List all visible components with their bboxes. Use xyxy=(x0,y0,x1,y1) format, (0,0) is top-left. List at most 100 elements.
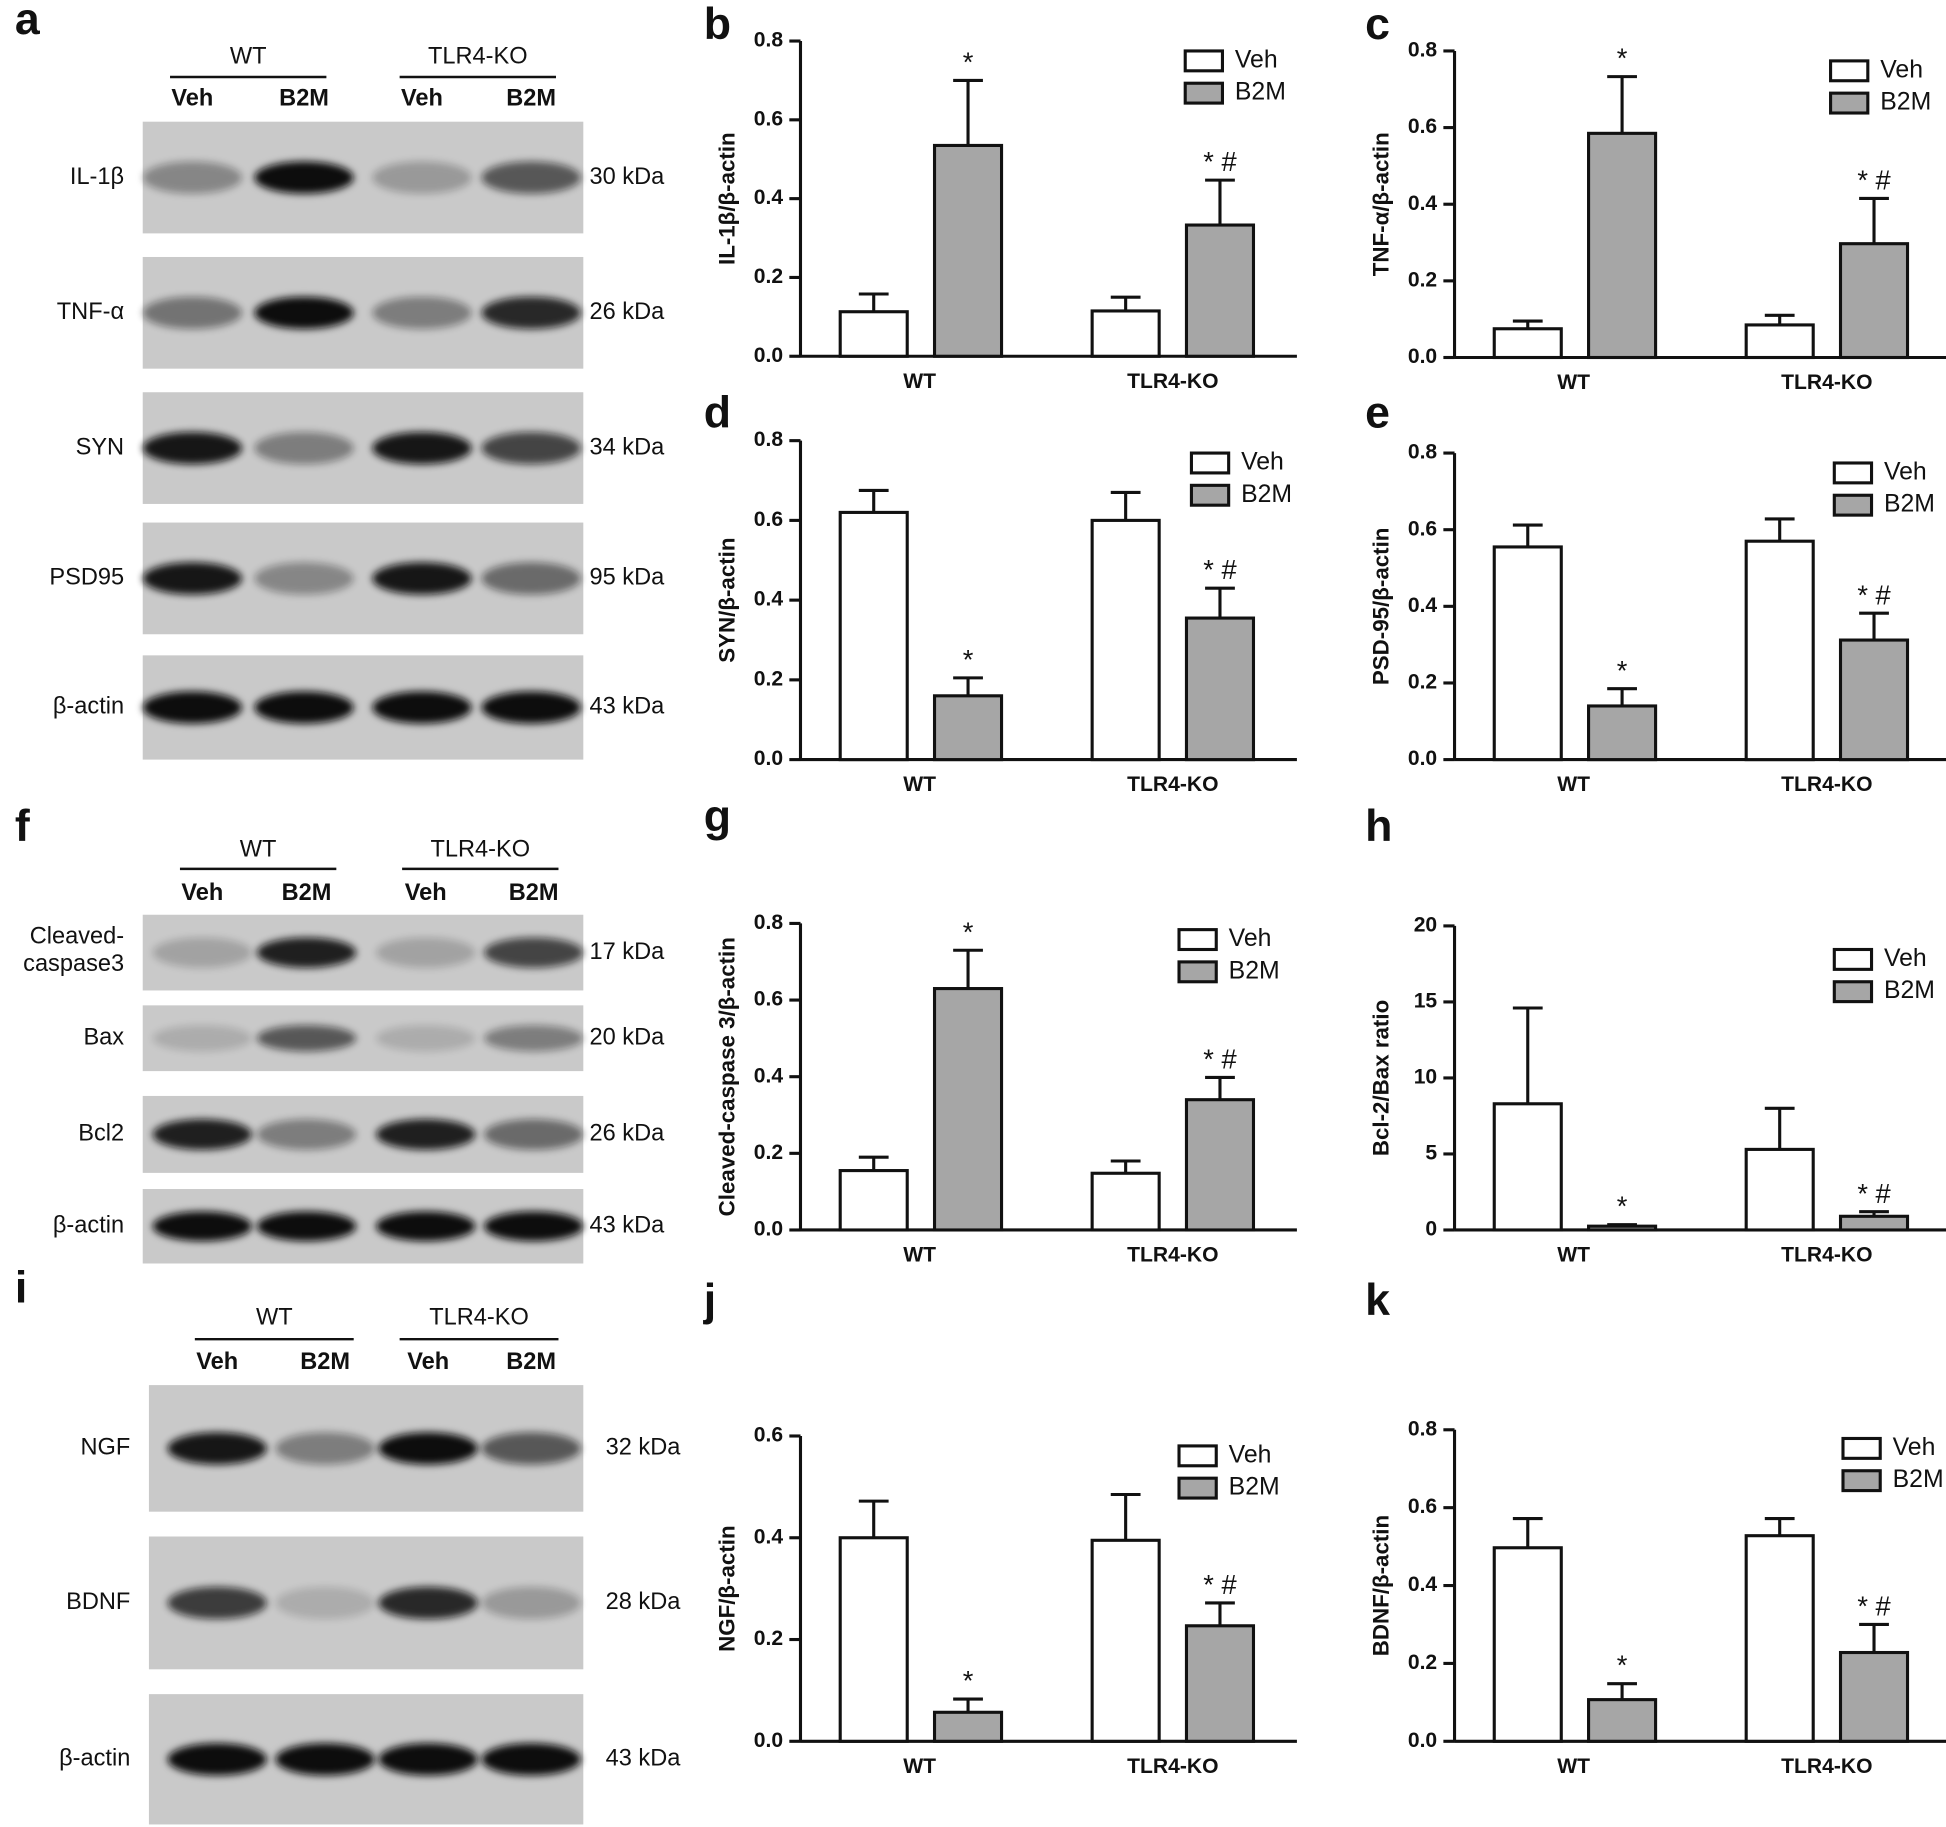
protein-label-line: caspase3 xyxy=(23,950,124,976)
blot-band xyxy=(167,1586,267,1620)
x-tick-label: WT xyxy=(1557,773,1590,796)
bar xyxy=(932,143,1004,358)
blot-band xyxy=(372,691,472,724)
protein-label: β-actin xyxy=(53,1211,124,1237)
legend-swatch xyxy=(1189,451,1231,475)
y-tick-label: 0.8 xyxy=(1408,441,1438,464)
lane-label: B2M xyxy=(506,85,556,111)
bar xyxy=(1184,223,1256,358)
blot-band xyxy=(167,1743,267,1776)
bar xyxy=(1492,1102,1563,1232)
y-tick-label: 0.4 xyxy=(754,588,784,611)
bar xyxy=(838,1536,909,1743)
molecular-weight: 28 kDa xyxy=(606,1588,682,1614)
bar xyxy=(1744,323,1815,360)
protein-label-line: Cleaved- xyxy=(30,923,124,949)
blot-band xyxy=(481,1432,581,1465)
lane-label: Veh xyxy=(196,1348,238,1374)
blot-band xyxy=(142,431,243,465)
molecular-weight: 26 kDa xyxy=(590,298,666,324)
blot-band xyxy=(481,1743,581,1776)
legend-swatch xyxy=(1183,81,1225,105)
x-tick-label: TLR4-KO xyxy=(1781,1244,1872,1267)
significance-label: * xyxy=(1617,1650,1628,1681)
y-tick-label: 0.8 xyxy=(754,29,784,52)
protein-label: β-actin xyxy=(53,693,124,719)
y-tick-label: 0.2 xyxy=(754,1627,783,1650)
lane-label: B2M xyxy=(300,1348,350,1374)
blot-band xyxy=(481,431,581,465)
x-tick-label: WT xyxy=(903,1755,936,1778)
bar xyxy=(1492,1546,1563,1743)
group-label: WT xyxy=(240,835,277,861)
x-tick-label: TLR4-KO xyxy=(1781,773,1872,796)
panel-letter: i xyxy=(15,1264,27,1313)
y-tick-label: 0.0 xyxy=(754,344,783,367)
y-tick-label: 0.0 xyxy=(1408,747,1437,770)
y-tick-label: 0.4 xyxy=(1408,1573,1438,1596)
bar xyxy=(1587,131,1658,360)
x-tick-label: TLR4-KO xyxy=(1127,370,1218,393)
legend-label: Veh xyxy=(1880,56,1923,83)
blot-band xyxy=(481,562,581,595)
molecular-weight: 30 kDa xyxy=(590,163,666,189)
y-tick-label: 0.2 xyxy=(754,1141,783,1164)
y-tick-label: 0.2 xyxy=(754,265,783,288)
blot-band xyxy=(378,1743,478,1776)
legend-swatch xyxy=(1829,91,1870,115)
molecular-weight: 26 kDa xyxy=(590,1120,666,1146)
protein-label: Bax xyxy=(83,1023,124,1049)
legend-swatch xyxy=(1841,1469,1882,1493)
x-tick-label: TLR4-KO xyxy=(1781,371,1872,394)
x-tick-label: TLR4-KO xyxy=(1781,1755,1872,1778)
significance-label: * # xyxy=(1857,165,1891,196)
protein-label: BDNF xyxy=(66,1588,130,1614)
x-tick-label: WT xyxy=(1557,371,1590,394)
blot-band xyxy=(152,1211,252,1242)
y-tick-label: 0.0 xyxy=(1408,345,1437,368)
y-tick-label: 0.6 xyxy=(1408,1495,1437,1518)
bar xyxy=(1838,1650,1910,1743)
bar xyxy=(838,310,909,358)
legend-label: B2M xyxy=(1235,79,1286,106)
legend-label: Veh xyxy=(1884,458,1927,485)
y-tick-label: 0.0 xyxy=(754,1218,783,1241)
blot-band xyxy=(484,1025,584,1052)
blot-band xyxy=(372,431,472,465)
blot-band xyxy=(142,691,243,724)
y-tick-label: 0.2 xyxy=(1408,671,1437,694)
blot-band xyxy=(275,1743,375,1776)
blot-band xyxy=(376,1211,476,1242)
y-axis-label: SYN/β-actin xyxy=(714,537,739,662)
bar xyxy=(1838,638,1910,762)
bar xyxy=(1492,545,1563,762)
y-tick-label: 0.8 xyxy=(754,911,784,934)
bar xyxy=(1587,1698,1658,1743)
significance-label: * # xyxy=(1203,146,1237,177)
y-tick-label: 0 xyxy=(1425,1218,1437,1241)
lane-label: B2M xyxy=(506,1348,556,1374)
blot-band xyxy=(481,161,581,194)
legend-swatch xyxy=(1183,49,1225,73)
molecular-weight: 32 kDa xyxy=(606,1434,682,1460)
y-tick-label: 0.2 xyxy=(1408,268,1437,291)
bar xyxy=(1090,1171,1161,1232)
blot-band xyxy=(378,1432,478,1465)
blot-band xyxy=(372,562,472,595)
blot-band xyxy=(378,1586,478,1620)
legend-swatch xyxy=(1832,461,1874,485)
significance-label: * xyxy=(963,1665,974,1696)
blot-band xyxy=(376,1119,476,1150)
legend-swatch xyxy=(1177,1476,1218,1500)
significance-label: * xyxy=(1617,1191,1628,1222)
y-tick-label: 15 xyxy=(1414,990,1438,1013)
panel-letter: e xyxy=(1365,389,1390,438)
y-tick-label: 0.8 xyxy=(754,428,784,451)
bar xyxy=(1587,1224,1658,1232)
y-tick-label: 0.6 xyxy=(1408,517,1437,540)
y-tick-label: 0.6 xyxy=(754,107,783,130)
group-label: TLR4-KO xyxy=(428,42,528,68)
protein-label: TNF-α xyxy=(57,298,124,324)
lane-label: B2M xyxy=(509,879,559,905)
